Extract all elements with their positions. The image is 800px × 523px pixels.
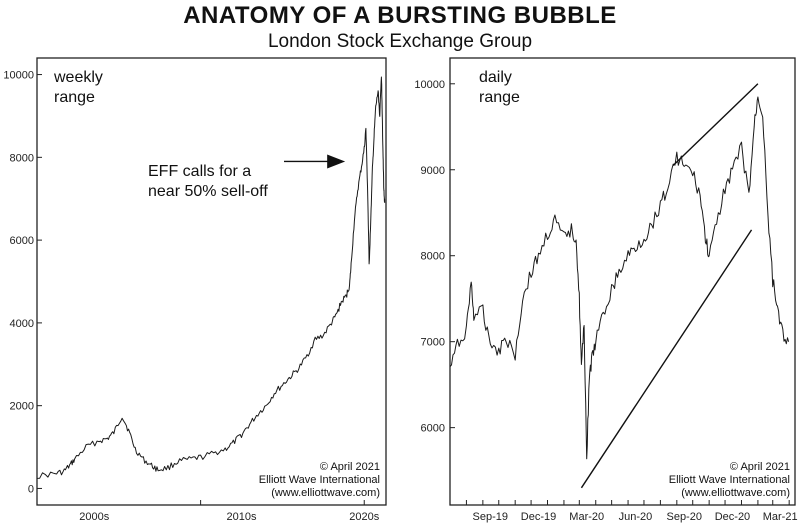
right-y-tick-label: 7000 [421, 337, 445, 349]
right-credit-line2: Elliott Wave International [669, 474, 790, 486]
left-panel: 0 2000 4000 6000 8000 10000 2000s 2010s 2020s w… [3, 57, 387, 523]
right-y-tick-label: 10000 [414, 79, 445, 91]
right-note-line1: daily [479, 69, 512, 86]
right-credit-line3: (www.elliottwave.com) [681, 487, 790, 499]
left-y-axis: 0 2000 4000 6000 8000 10000 [3, 70, 42, 495]
trendlines [580, 83, 759, 489]
right-x-tick-label: Sep-20 [666, 511, 701, 523]
right-x-tick-label: Sep-19 [473, 511, 508, 523]
annotation-line1: EFF calls for a [148, 163, 251, 180]
right-panel: 6000 7000 8000 9000 10000 Sep-19 Dec-19 Mar-20… [414, 57, 798, 523]
left-note-line2: range [54, 89, 95, 106]
right-x-tick-label: Mar-21 [763, 511, 798, 523]
right-y-tick-label: 6000 [421, 423, 445, 435]
left-credit-line2: Elliott Wave International [259, 474, 380, 486]
left-x-tick-label: 2010s [227, 511, 257, 523]
chart-subtitle: London Stock Exchange Group [267, 31, 533, 52]
left-y-tick-label: 2000 [10, 401, 34, 413]
left-credit-line1: © April 2021 [320, 461, 380, 473]
right-y-tick-label: 8000 [421, 251, 445, 263]
right-plot-frame [449, 57, 796, 506]
right-y-tick-label: 9000 [421, 165, 445, 177]
left-note-line1: weekly [53, 69, 103, 86]
right-x-tick-label: Jun-20 [619, 511, 653, 523]
left-y-tick-label: 8000 [10, 152, 34, 164]
left-y-tick-label: 4000 [10, 318, 34, 330]
annotation-line2: near 50% sell-off [148, 183, 268, 200]
right-x-tick-label: Mar-20 [569, 511, 604, 523]
right-note-line2: range [479, 89, 520, 106]
right-x-tick-label: Dec-19 [521, 511, 556, 523]
right-x-tick-label: Dec-20 [715, 511, 750, 523]
right-credit-line1: © April 2021 [730, 461, 790, 473]
left-y-tick-label: 10000 [3, 70, 34, 82]
left-credit-line3: (www.elliottwave.com) [271, 487, 380, 499]
left-price-line [36, 76, 386, 479]
trendline [580, 229, 753, 489]
right-price-line [449, 96, 790, 460]
left-y-tick-label: 0 [28, 483, 34, 495]
left-plot-frame [36, 57, 387, 506]
right-x-axis: Sep-19 Dec-19 Mar-20 Jun-20 Sep-20 Dec-20 Mar-… [465, 500, 798, 523]
left-x-tick-label: 2000s [79, 511, 109, 523]
left-y-tick-label: 6000 [10, 235, 34, 247]
chart-title: ANATOMY OF A BURSTING BUBBLE [183, 2, 617, 29]
annotation-arrowhead [327, 154, 346, 169]
trendline [672, 83, 759, 166]
left-x-tick-label: 2020s [349, 511, 379, 523]
left-x-axis: 2000s 2010s 2020s [36, 500, 380, 523]
right-y-axis: 6000 7000 8000 9000 10000 [414, 79, 455, 435]
